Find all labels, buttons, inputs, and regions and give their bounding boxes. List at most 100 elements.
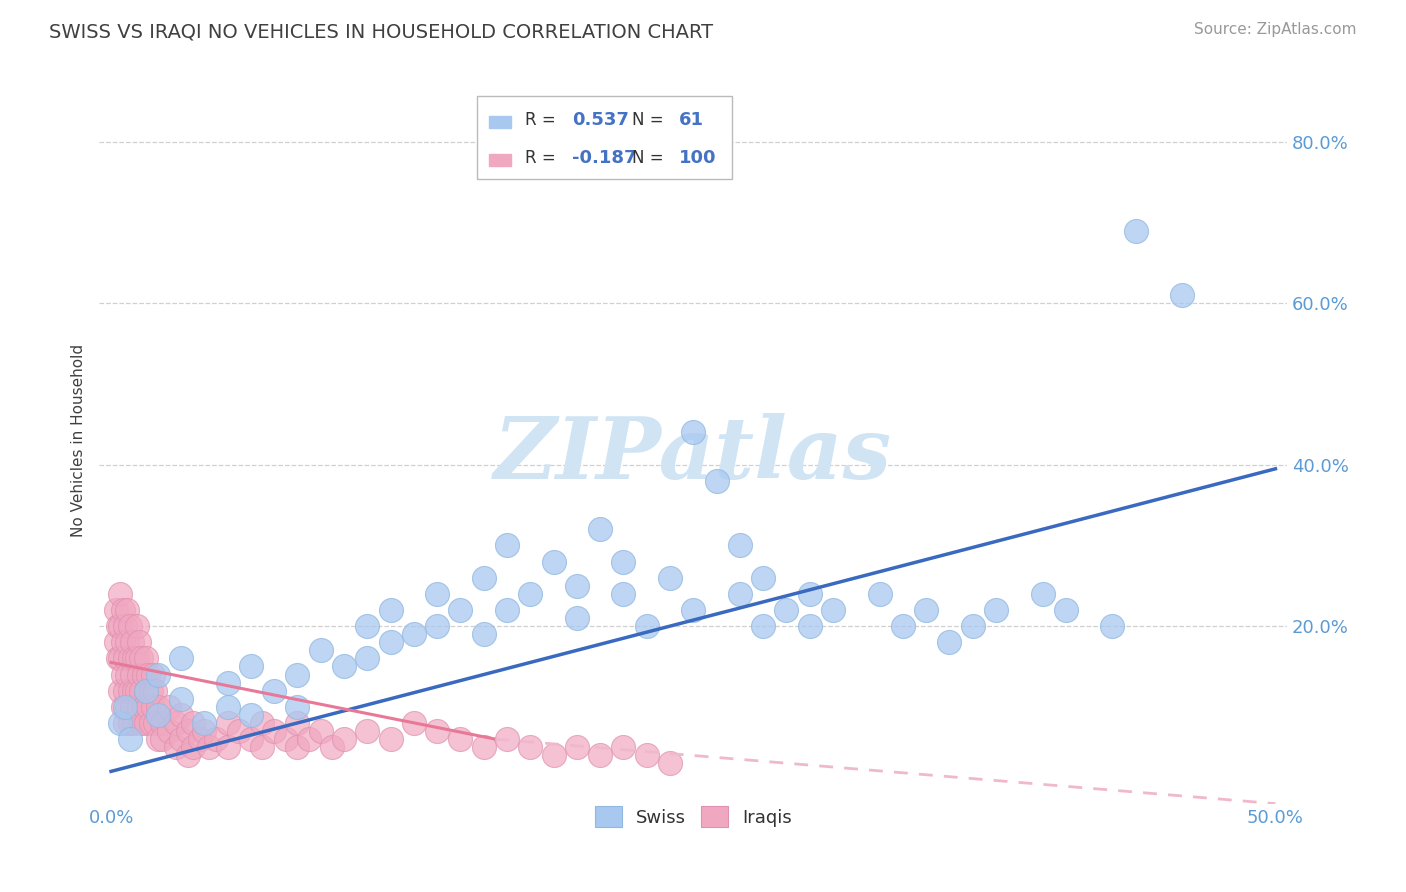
Point [775, 603, 797, 617]
Point [915, 603, 938, 617]
Point [821, 603, 844, 617]
Point [228, 724, 250, 739]
Point [146, 707, 169, 722]
Point [728, 538, 751, 552]
Point [121, 635, 143, 649]
Point [891, 619, 914, 633]
Point [217, 699, 239, 714]
Point [110, 715, 132, 730]
Point [114, 619, 136, 633]
Point [380, 603, 402, 617]
Text: SWISS VS IRAQI NO VEHICLES IN HOUSEHOLD CORRELATION CHART: SWISS VS IRAQI NO VEHICLES IN HOUSEHOLD … [49, 22, 713, 41]
Point [118, 651, 141, 665]
Point [118, 619, 141, 633]
Point [111, 699, 134, 714]
Point [543, 555, 565, 569]
Point [110, 651, 132, 665]
Point [165, 740, 187, 755]
Point [150, 715, 173, 730]
Point [170, 651, 193, 665]
Point [612, 555, 634, 569]
Point [125, 651, 148, 665]
Point [356, 619, 378, 633]
Point [146, 667, 169, 681]
Point [131, 715, 153, 730]
Point [752, 571, 775, 585]
Point [449, 603, 471, 617]
Point [309, 724, 332, 739]
Point [117, 667, 139, 681]
Point [263, 683, 285, 698]
Point [217, 715, 239, 730]
Point [287, 699, 309, 714]
Point [132, 667, 155, 681]
Point [107, 619, 129, 633]
Point [752, 619, 775, 633]
Point [110, 683, 132, 698]
Point [333, 659, 356, 673]
Point [135, 683, 157, 698]
Point [117, 699, 139, 714]
Point [111, 635, 134, 649]
Text: Source: ZipAtlas.com: Source: ZipAtlas.com [1194, 22, 1357, 37]
Point [799, 587, 821, 601]
Point [117, 635, 139, 649]
Point [589, 522, 612, 536]
Point [114, 651, 136, 665]
Point [1125, 224, 1147, 238]
Point [114, 715, 136, 730]
Point [799, 619, 821, 633]
Text: R =: R = [524, 149, 561, 167]
Point [131, 651, 153, 665]
Point [146, 732, 169, 747]
Point [157, 724, 180, 739]
Text: R =: R = [524, 112, 561, 129]
Point [181, 715, 204, 730]
Point [125, 619, 148, 633]
Point [124, 715, 146, 730]
Point [239, 732, 262, 747]
Point [356, 651, 378, 665]
Point [543, 748, 565, 763]
Point [170, 691, 193, 706]
Point [135, 683, 157, 698]
Point [659, 571, 682, 585]
Point [636, 748, 658, 763]
Point [252, 715, 274, 730]
Point [565, 611, 588, 625]
Y-axis label: No Vehicles in Household: No Vehicles in Household [72, 344, 86, 537]
Point [125, 683, 148, 698]
Point [682, 603, 704, 617]
Point [146, 699, 169, 714]
Point [287, 667, 309, 681]
Point [157, 699, 180, 714]
Point [104, 603, 127, 617]
Point [142, 667, 165, 681]
Point [426, 587, 449, 601]
Point [612, 740, 634, 755]
Point [1171, 288, 1194, 302]
Point [519, 587, 541, 601]
Point [139, 683, 162, 698]
Point [252, 740, 274, 755]
Point [217, 740, 239, 755]
Point [496, 538, 519, 552]
Point [114, 699, 136, 714]
Point [124, 683, 146, 698]
Point [239, 707, 262, 722]
Point [472, 740, 495, 755]
Point [287, 715, 309, 730]
Point [402, 715, 425, 730]
Point [138, 699, 160, 714]
Text: ZIPatlas: ZIPatlas [494, 413, 893, 497]
Point [193, 715, 215, 730]
Point [128, 699, 150, 714]
Point [104, 635, 127, 649]
Point [177, 724, 200, 739]
Point [263, 724, 285, 739]
Point [356, 724, 378, 739]
Point [110, 587, 132, 601]
Point [1032, 587, 1054, 601]
Point [131, 683, 153, 698]
Point [636, 619, 658, 633]
